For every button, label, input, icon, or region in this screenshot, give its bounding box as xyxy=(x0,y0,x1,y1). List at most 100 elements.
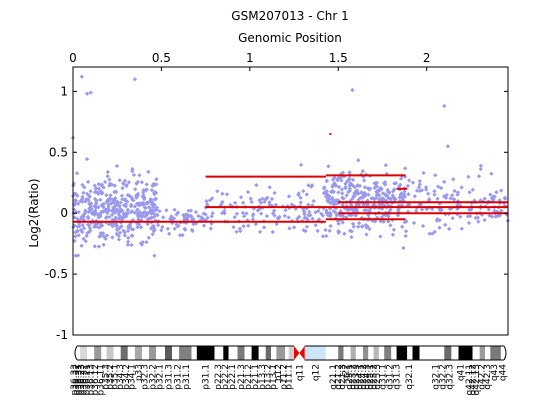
data-point xyxy=(105,206,111,211)
data-point xyxy=(356,220,362,226)
chromosome-band xyxy=(165,346,173,360)
data-point xyxy=(267,185,272,190)
data-point xyxy=(234,211,240,216)
data-point xyxy=(328,223,333,229)
data-point xyxy=(270,229,275,235)
data-point xyxy=(378,185,383,191)
band-label: p31.3 xyxy=(165,364,175,390)
data-point xyxy=(402,189,407,194)
data-point xyxy=(128,204,134,209)
data-point xyxy=(82,185,87,190)
data-point xyxy=(418,202,424,207)
data-point xyxy=(80,199,85,204)
data-point xyxy=(161,215,166,220)
band-label: p11.2 xyxy=(279,364,289,390)
data-point xyxy=(182,226,187,231)
data-point xyxy=(311,198,316,204)
data-point xyxy=(186,208,191,213)
data-point xyxy=(326,164,331,169)
chromosome-band xyxy=(276,346,286,360)
band-label: q21.2 xyxy=(334,364,344,390)
data-point xyxy=(80,222,85,228)
data-point xyxy=(383,192,388,197)
top-axis-label: Genomic Position xyxy=(238,31,342,45)
data-point xyxy=(325,213,331,218)
band-label: q32.1 xyxy=(432,364,442,390)
data-point xyxy=(427,196,432,202)
data-point xyxy=(165,226,171,231)
band-label: q41 xyxy=(456,364,466,381)
data-point xyxy=(105,169,111,175)
data-point xyxy=(160,224,165,230)
data-point xyxy=(125,211,131,216)
data-point xyxy=(151,211,157,216)
data-point xyxy=(421,170,426,176)
data-point xyxy=(208,226,213,231)
data-point xyxy=(220,191,225,196)
data-point xyxy=(382,180,388,185)
data-point xyxy=(419,188,425,193)
data-point xyxy=(85,230,90,236)
data-point xyxy=(298,162,304,168)
data-point xyxy=(104,209,109,214)
data-point xyxy=(135,193,140,198)
x-tick-label: 1.5 xyxy=(329,51,348,65)
data-point xyxy=(355,183,360,188)
chromosome-band xyxy=(355,346,363,360)
x-tick-label: 1 xyxy=(246,51,254,65)
data-point xyxy=(302,212,307,217)
band-label: p36.11 xyxy=(96,364,106,395)
data-point xyxy=(72,191,78,196)
data-point xyxy=(150,232,155,237)
data-point xyxy=(132,204,137,209)
data-point xyxy=(405,183,411,189)
data-point xyxy=(488,192,493,197)
data-point xyxy=(232,200,238,206)
data-point xyxy=(466,220,472,226)
data-point xyxy=(466,174,471,180)
band-label: q24.3 xyxy=(363,364,373,390)
data-point xyxy=(209,214,214,219)
data-point xyxy=(502,196,508,201)
data-point xyxy=(347,188,352,193)
data-point xyxy=(343,181,348,186)
data-point xyxy=(124,183,129,189)
band-label: p31.1 xyxy=(202,364,212,390)
data-point xyxy=(316,217,322,222)
data-point xyxy=(367,226,372,232)
data-point xyxy=(396,184,402,189)
band-labels: p36.33p36.32p36.31p36.23p36.22p36.21p36.… xyxy=(70,364,509,396)
data-point xyxy=(494,190,499,195)
data-point xyxy=(360,168,365,174)
data-point xyxy=(177,233,183,238)
data-point xyxy=(354,191,359,196)
data-point xyxy=(348,180,353,186)
data-point xyxy=(240,200,246,205)
chromosome-band xyxy=(325,346,339,360)
data-point xyxy=(419,207,425,212)
data-point xyxy=(253,221,259,227)
data-point xyxy=(304,192,309,197)
band-label: p32.1 xyxy=(156,364,166,390)
data-point xyxy=(139,180,145,185)
data-point xyxy=(327,200,333,205)
data-point xyxy=(237,226,243,231)
data-point xyxy=(302,215,307,220)
data-point xyxy=(144,182,149,187)
data-point xyxy=(238,195,244,200)
data-point xyxy=(215,189,220,194)
data-point xyxy=(95,190,101,196)
data-point xyxy=(79,243,84,248)
chromosome-band xyxy=(228,346,238,360)
data-point xyxy=(85,179,91,185)
data-point xyxy=(361,178,367,183)
data-point xyxy=(327,228,332,233)
data-point xyxy=(436,184,441,189)
data-point xyxy=(141,193,146,198)
data-point xyxy=(364,232,369,237)
data-point xyxy=(427,231,432,236)
data-point xyxy=(406,192,411,197)
data-point xyxy=(367,208,372,214)
data-point xyxy=(110,197,115,202)
data-point xyxy=(103,179,108,185)
